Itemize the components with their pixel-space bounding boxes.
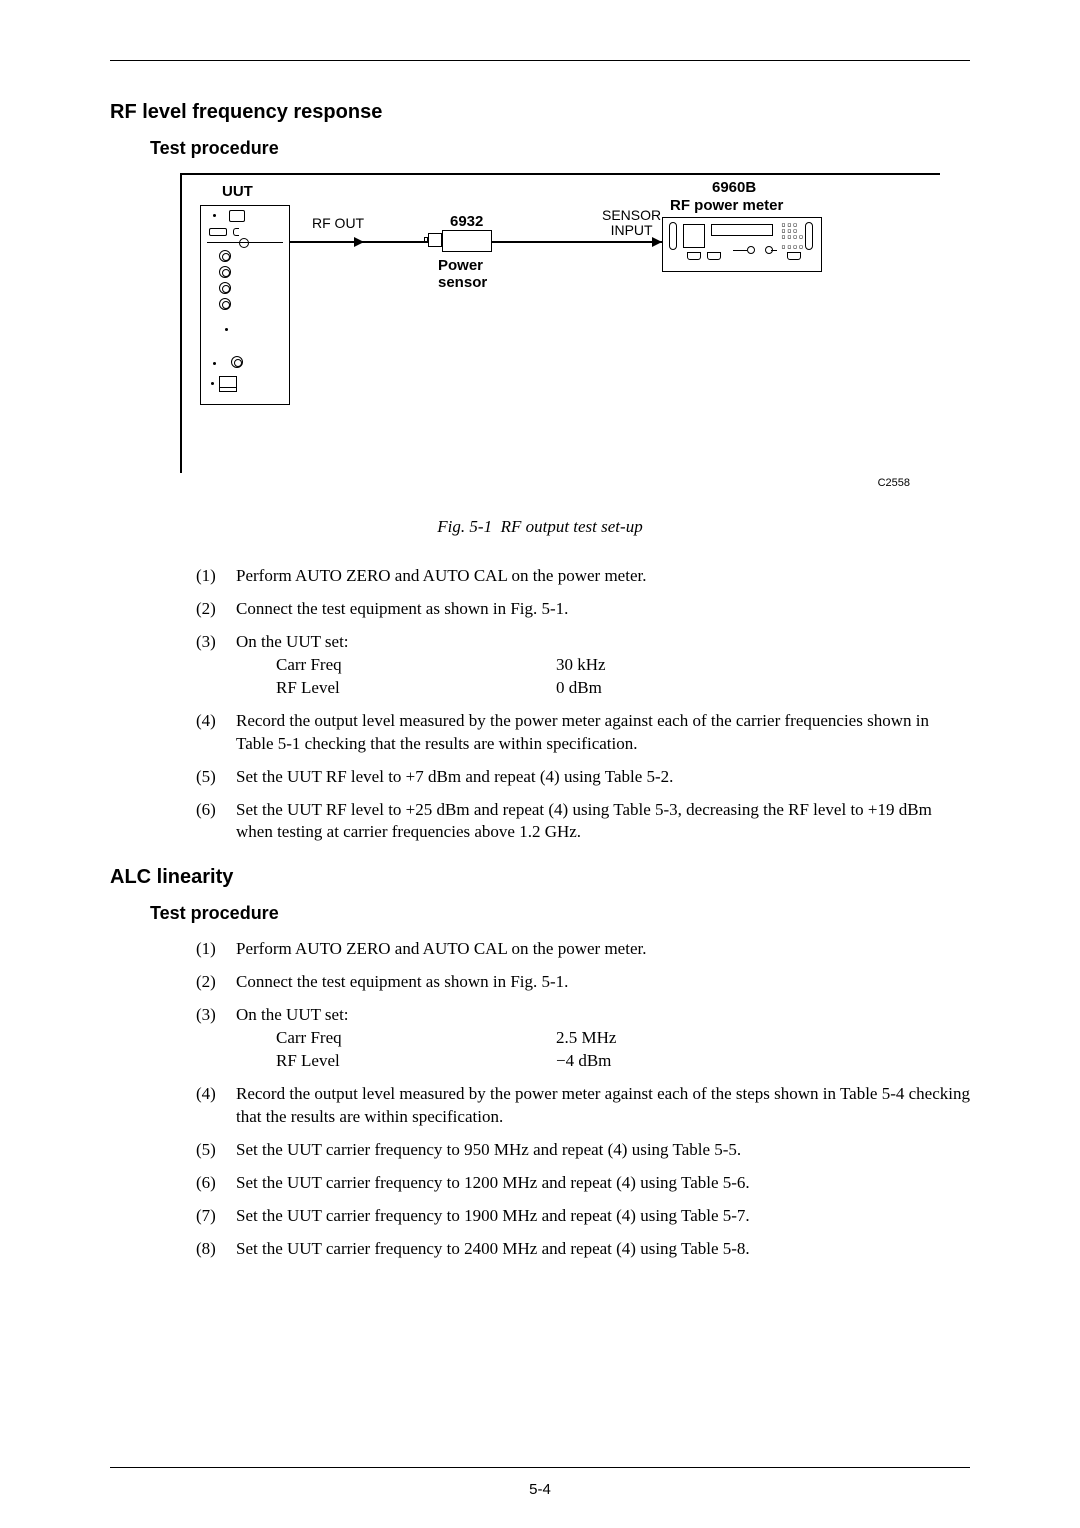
alc-step-8: (8)Set the UUT carrier frequency to 2400… — [196, 1238, 970, 1261]
figure-border: UUT RF OUT — [180, 173, 940, 473]
alc-step-4: (4)Record the output level measured by t… — [196, 1083, 970, 1129]
bottom-rule — [110, 1467, 970, 1468]
rf-step-1: (1)Perform AUTO ZERO and AUTO CAL on the… — [196, 565, 970, 588]
figure-wrap: UUT RF OUT — [180, 173, 940, 489]
rf-step-5: (5)Set the UUT RF level to +7 dBm and re… — [196, 766, 970, 789]
meter-box: ▫▫▫▫▫▫▫▫▫▫ ▫▫▫▫ — [662, 217, 822, 272]
alc-step-7: (7)Set the UUT carrier frequency to 1900… — [196, 1205, 970, 1228]
sub-title-test-procedure-1: Test procedure — [150, 138, 970, 159]
alc-steps-list: (1)Perform AUTO ZERO and AUTO CAL on the… — [196, 938, 970, 1260]
section-title-alc: ALC linearity — [110, 866, 970, 889]
page-number: 5-4 — [0, 1481, 1080, 1498]
section-title-rf: RF level frequency response — [110, 101, 970, 124]
rf-step-6: (6)Set the UUT RF level to +25 dBm and r… — [196, 799, 970, 845]
rf-step-4: (4)Record the output level measured by t… — [196, 710, 970, 756]
alc-step-5: (5)Set the UUT carrier frequency to 950 … — [196, 1139, 970, 1162]
top-rule — [110, 60, 970, 61]
uut-label: UUT — [222, 183, 253, 200]
sensor-label: Power sensor — [438, 257, 487, 291]
alc-step-2: (2)Connect the test equipment as shown i… — [196, 971, 970, 994]
arrow-sensor-meter — [492, 241, 662, 243]
meter-title-2: RF power meter — [670, 197, 783, 214]
rf-out-label: RF OUT — [312, 215, 364, 231]
rf-steps-list: (1)Perform AUTO ZERO and AUTO CAL on the… — [196, 565, 970, 844]
meter-title-1: 6960B — [712, 179, 756, 196]
figure-ref: C2558 — [180, 477, 910, 489]
alc-step-3: (3) On the UUT set: Carr Freq2.5 MHz RF … — [196, 1004, 970, 1073]
page-content: RF level frequency response Test procedu… — [0, 0, 1080, 1321]
sensor-box — [442, 230, 492, 252]
sub-title-test-procedure-2: Test procedure — [150, 903, 970, 924]
uut-box — [200, 205, 290, 405]
sensor-num-label: 6932 — [450, 213, 483, 230]
alc-step-6: (6)Set the UUT carrier frequency to 1200… — [196, 1172, 970, 1195]
rf-step-3: (3) On the UUT set: Carr Freq30 kHz RF L… — [196, 631, 970, 700]
figure-caption: Fig. 5-1 RF output test set-up — [110, 517, 970, 537]
sensor-input-label: SENSOR INPUT — [602, 208, 661, 237]
rf-step-2: (2)Connect the test equipment as shown i… — [196, 598, 970, 621]
alc-step-1: (1)Perform AUTO ZERO and AUTO CAL on the… — [196, 938, 970, 961]
